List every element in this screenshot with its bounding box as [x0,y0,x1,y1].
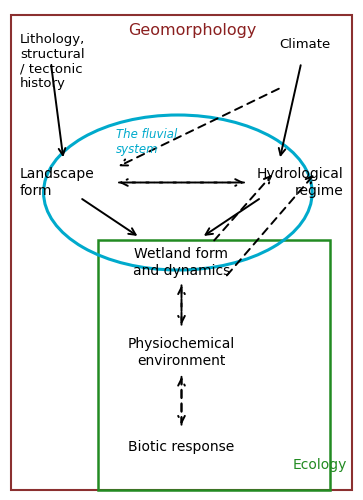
Text: Landscape
form: Landscape form [20,168,95,198]
Text: Climate: Climate [279,38,331,51]
Text: The fluvial
system: The fluvial system [116,128,178,156]
Text: Physiochemical
environment: Physiochemical environment [128,338,235,368]
Text: Lithology,
structural
/ tectonic
history: Lithology, structural / tectonic history [20,32,85,90]
Text: Ecology: Ecology [292,458,347,472]
Text: Wetland form
and dynamics: Wetland form and dynamics [133,248,230,278]
Text: Geomorphology: Geomorphology [128,22,257,38]
Text: Biotic response: Biotic response [129,440,234,454]
Text: Hydrological
regime: Hydrological regime [256,168,343,198]
Bar [98,240,330,490]
